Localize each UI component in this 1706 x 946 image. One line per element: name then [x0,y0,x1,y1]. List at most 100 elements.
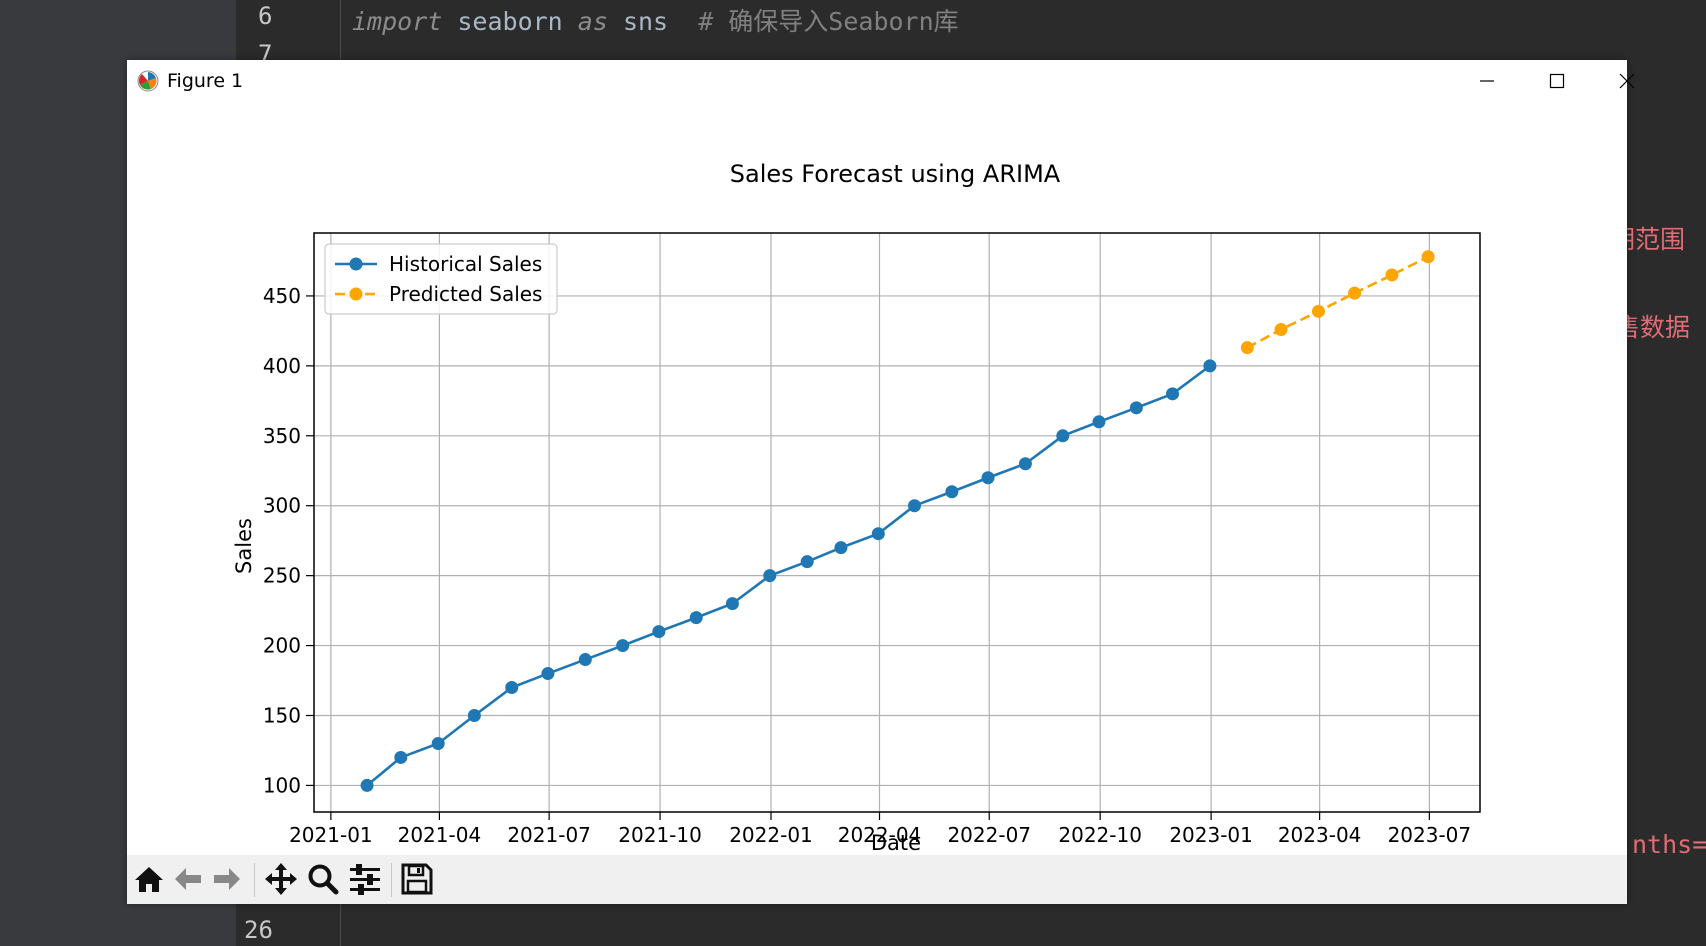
code-comment: # 确保导入Seaborn库 [698,7,959,36]
predicted-sales-point [1421,250,1435,264]
minimize-icon [1480,80,1494,82]
historical-sales-point [505,681,519,695]
x-tick-label: 2022-01 [729,823,813,847]
x-tick-label: 2023-07 [1388,823,1472,847]
code-line[interactable]: import seaborn as sns # 确保导入Seaborn库 [352,2,959,38]
forward-icon [214,868,240,890]
x-tick-label: 2022-04 [838,823,922,847]
historical-sales-point [763,569,777,583]
x-axis-label: Date [871,831,921,855]
code-text: seaborn [442,7,578,36]
predicted-sales-point [1348,286,1362,300]
forward-button[interactable] [209,861,245,897]
historical-sales-point [945,485,959,499]
legend-marker-predicted-sales [349,287,363,301]
x-tick-label: 2022-07 [947,823,1031,847]
code-fragment: nths= [1632,830,1706,859]
code-keyword: import [352,7,443,36]
window-title: Figure 1 [167,70,244,92]
historical-sales-point [360,778,374,792]
legend-marker-historical-sales [349,257,363,271]
grid-lines [314,233,1480,812]
x-tick-label: 2021-07 [507,823,591,847]
navigation-toolbar [127,855,1627,904]
chart-title: Sales Forecast using ARIMA [730,160,1061,188]
x-tick-label: 2023-04 [1278,823,1362,847]
historical-sales-point [725,597,739,611]
historical-sales-point [834,541,848,555]
line-number: 26 [244,916,273,944]
home-button[interactable] [131,861,167,897]
y-tick-label: 450 [263,284,301,308]
configure-button[interactable] [346,861,384,897]
predicted-sales-point [1385,268,1399,282]
y-tick-label: 400 [263,354,301,378]
minimize-button[interactable] [1452,60,1522,102]
x-tick-label: 2022-10 [1058,823,1142,847]
y-tick-label: 100 [263,773,301,797]
y-tick-label: 150 [263,704,301,728]
legend-label-historical-sales: Historical Sales [389,252,542,276]
pan-icon [265,863,297,895]
predicted-sales-point [1274,323,1288,336]
historical-sales-point [1166,387,1180,401]
back-button[interactable] [170,861,206,897]
save-button[interactable] [398,861,436,897]
historical-sales-point [689,611,703,625]
y-tick-label: 300 [263,494,301,518]
legend-label-predicted-sales: Predicted Sales [389,282,542,306]
predicted-sales-line [1246,255,1429,349]
historical-sales-point [1018,457,1032,471]
x-tick-label: 2021-10 [618,823,702,847]
code-fragment: 售数据 [1615,313,1691,342]
maximize-button[interactable] [1522,60,1592,102]
historical-sales-point [578,653,592,667]
figure-window: Figure 1 Sales Forecast using ARIMA 2021… [127,60,1635,904]
title-bar[interactable]: Figure 1 [127,60,1635,102]
historical-sales-point [467,709,481,722]
back-icon [175,868,201,890]
y-axis: 100 150 200 250 300 350 400 450 [263,284,314,797]
y-tick-label: 350 [263,424,301,448]
historical-sales-point [907,499,921,513]
x-tick-label: 2021-04 [398,823,482,847]
y-tick-label: 250 [263,564,301,588]
plot-frame [313,232,1481,813]
zoom-button[interactable] [304,861,342,897]
close-icon [1619,73,1635,89]
historical-sales-point [800,555,814,569]
historical-sales-point [981,471,995,485]
legend-box [324,243,558,315]
x-axis: 2021-01 2021-04 2021-07 2021-10 2022-01 2022-… [289,812,1471,847]
y-axis-label: Sales [232,518,256,574]
historical-sales-point [1056,429,1070,443]
close-button[interactable] [1592,60,1662,102]
historical-sales-point [431,736,445,750]
matplotlib-app-icon [137,70,159,92]
toolbar-separator [391,863,392,897]
historical-sales-point [541,667,555,681]
predicted-sales-point [1240,341,1254,355]
historical-sales-point [652,625,666,639]
historical-sales-point [1092,415,1106,429]
code-text: sns [607,7,699,36]
historical-sales-point [1203,359,1217,373]
zoom-icon [308,864,339,895]
save-icon [401,863,433,895]
x-tick-label: 2021-01 [289,823,373,847]
predicted-sales-point [1311,304,1325,318]
historical-sales-point [1129,401,1143,415]
code-keyword: as [577,7,608,36]
pan-button[interactable] [262,861,300,897]
historical-sales-point [871,527,885,541]
maximize-icon [1549,73,1565,89]
historical-sales-point [616,639,630,653]
y-tick-label: 200 [263,634,301,658]
historical-sales-point [394,750,408,764]
x-tick-label: 2023-01 [1169,823,1253,847]
plot-series [360,250,1435,792]
toolbar-separator [254,863,255,897]
home-icon [135,867,163,892]
sales-forecast-chart: Sales Forecast using ARIMA 2021-01 2021-0… [232,160,1481,855]
legend: Historical Sales Predicted Sales [324,243,558,315]
